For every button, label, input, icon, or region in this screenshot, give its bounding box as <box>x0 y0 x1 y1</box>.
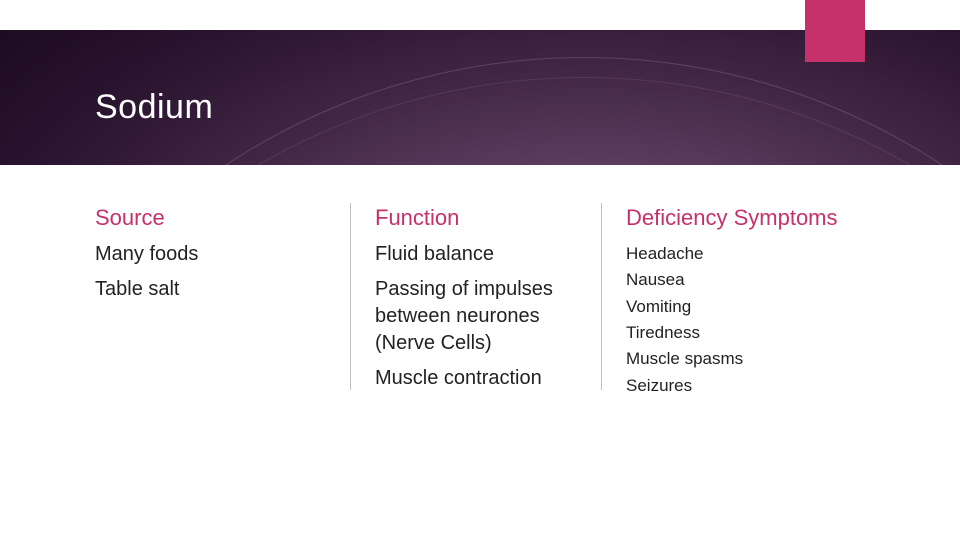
column-heading-deficiency: Deficiency Symptoms <box>626 205 876 231</box>
deficiency-item: Nausea <box>626 267 876 293</box>
content-area: Source Many foods Table salt Function Fl… <box>95 205 900 400</box>
deficiency-item: Vomiting <box>626 294 876 320</box>
source-item: Table salt <box>95 276 326 303</box>
column-function: Function Fluid balance Passing of impuls… <box>351 205 601 400</box>
column-source: Source Many foods Table salt <box>95 205 350 400</box>
function-item: Passing of impulses between neurones (Ne… <box>375 276 577 357</box>
column-heading-function: Function <box>375 205 577 231</box>
accent-tab <box>805 0 865 62</box>
slide-title: Sodium <box>95 88 213 127</box>
deficiency-item: Muscle spasms <box>626 346 876 372</box>
deficiency-item: Tiredness <box>626 320 876 346</box>
function-item: Muscle contraction <box>375 365 577 392</box>
function-item: Fluid balance <box>375 241 577 268</box>
column-heading-source: Source <box>95 205 326 231</box>
column-deficiency: Deficiency Symptoms Headache Nausea Vomi… <box>602 205 900 400</box>
deficiency-item: Headache <box>626 241 876 267</box>
source-item: Many foods <box>95 241 326 268</box>
deficiency-item: Seizures <box>626 373 876 399</box>
